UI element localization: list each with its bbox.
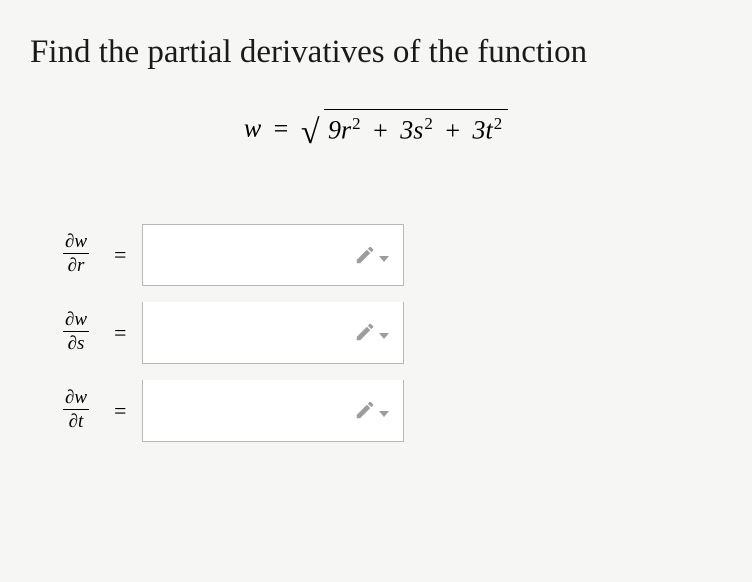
sqrt-expression: √ 9r2 + 3s2 + 3t2 (301, 109, 508, 152)
partial-label-t: ∂w ∂t (48, 388, 104, 433)
term1-coef: 9 (328, 116, 341, 145)
chevron-down-icon (379, 333, 389, 339)
pencil-icon (354, 244, 376, 266)
term2-var: s (413, 116, 423, 145)
term3-var: t (486, 116, 493, 145)
pencil-icon (354, 399, 376, 421)
answer-input-t[interactable] (142, 380, 404, 442)
sqrt-body: 9r2 + 3s2 + 3t2 (324, 109, 508, 146)
term1-var: r (341, 116, 351, 145)
sqrt-symbol: √ (301, 114, 320, 151)
term3-exp: 2 (494, 114, 502, 133)
plus-2: + (439, 116, 466, 145)
answer-input-r[interactable] (142, 224, 404, 286)
equals-sign: = (268, 114, 295, 143)
question-prompt: Find the partial derivatives of the func… (30, 32, 722, 73)
partial-label-s: ∂w ∂s (48, 310, 104, 355)
equals-sign: = (104, 398, 142, 424)
equation-lhs: w (244, 114, 261, 143)
equation-editor-button[interactable] (354, 244, 389, 266)
answer-row: ∂w ∂t = (48, 372, 722, 450)
equals-sign: = (104, 320, 142, 346)
partial-label-r: ∂w ∂r (48, 232, 104, 277)
equation-display: w = √ 9r2 + 3s2 + 3t2 (30, 109, 722, 152)
term2-exp: 2 (424, 114, 432, 133)
equation-editor-button[interactable] (354, 321, 389, 343)
equation-editor-button[interactable] (354, 399, 389, 421)
answer-input-s[interactable] (142, 302, 404, 364)
pencil-icon (354, 321, 376, 343)
answer-row: ∂w ∂s = (48, 294, 722, 372)
answer-row: ∂w ∂r = (48, 216, 722, 294)
equals-sign: = (104, 242, 142, 268)
chevron-down-icon (379, 256, 389, 262)
term1-exp: 2 (352, 114, 360, 133)
term2-coef: 3 (400, 116, 413, 145)
chevron-down-icon (379, 411, 389, 417)
plus-1: + (367, 116, 394, 145)
term3-coef: 3 (473, 116, 486, 145)
answers-region: ∂w ∂r = ∂w ∂s = (48, 216, 722, 450)
